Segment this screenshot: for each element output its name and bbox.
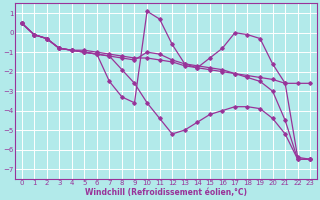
X-axis label: Windchill (Refroidissement éolien,°C): Windchill (Refroidissement éolien,°C) bbox=[85, 188, 247, 197]
